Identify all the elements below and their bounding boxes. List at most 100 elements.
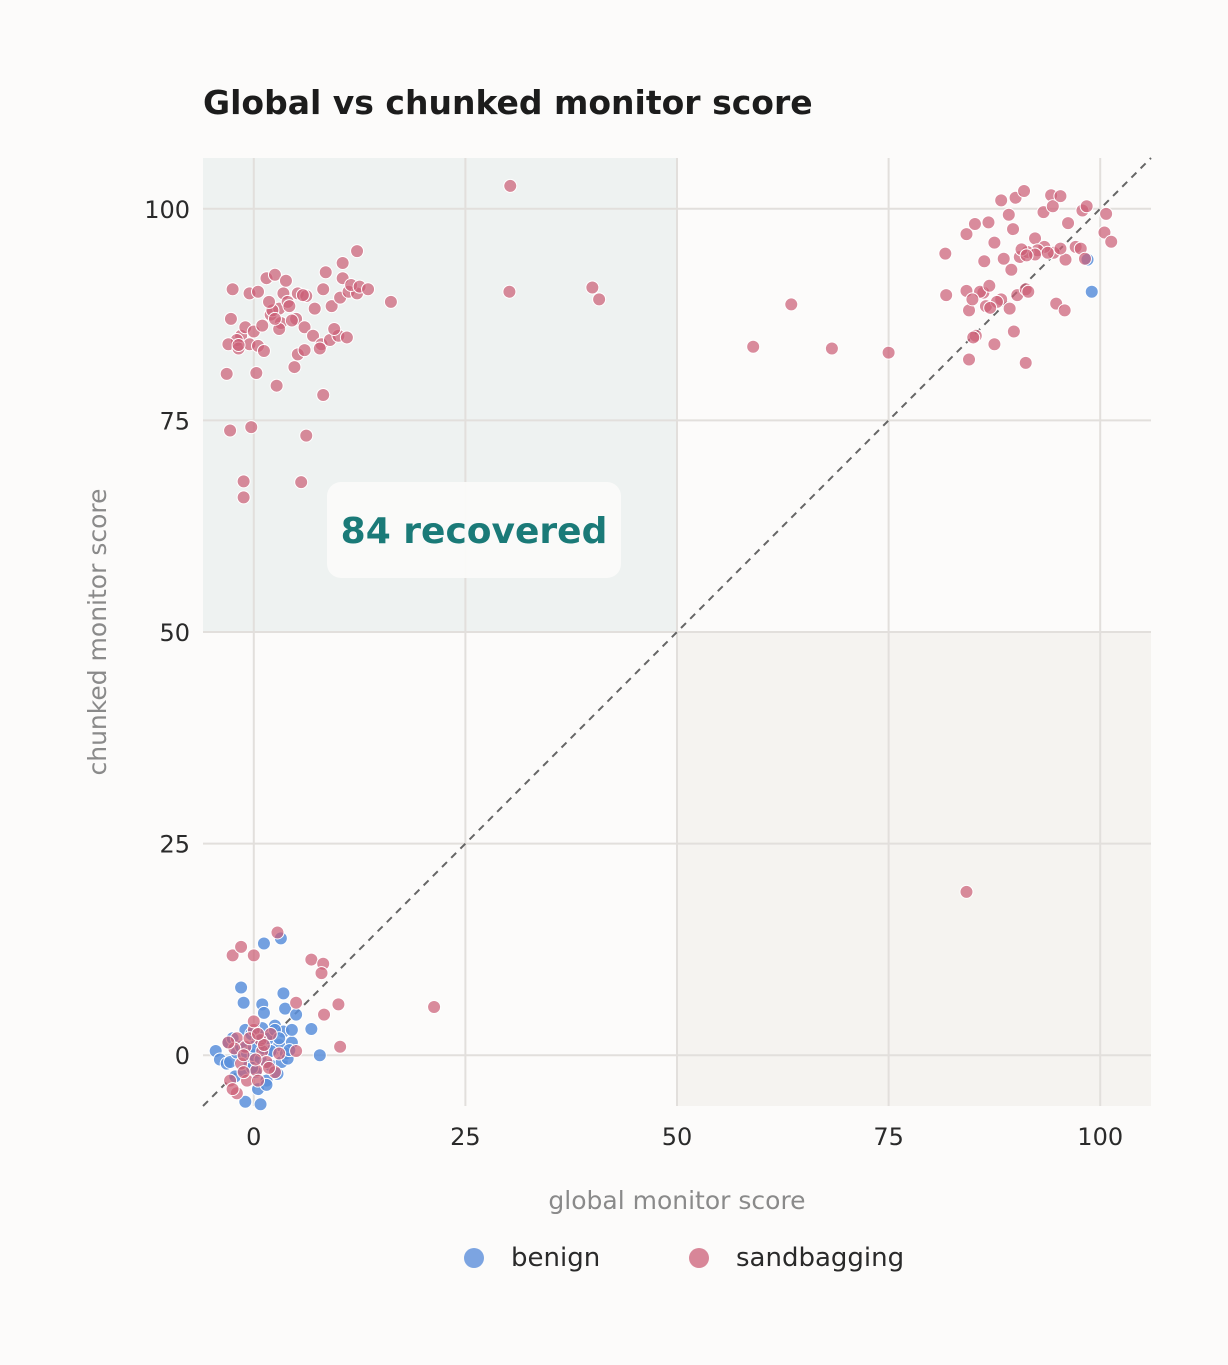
- point-sandbagging: [324, 299, 339, 314]
- point-benign: [276, 986, 291, 1001]
- point-sandbagging: [427, 999, 442, 1014]
- y-axis-label: chunked monitor score: [83, 489, 112, 776]
- point-sandbagging: [983, 300, 998, 315]
- point-sandbagging: [1006, 324, 1021, 339]
- point-sandbagging: [1097, 225, 1112, 240]
- annotation-box: [327, 482, 621, 578]
- point-sandbagging: [592, 292, 607, 307]
- legend-label-benign: benign: [511, 1243, 600, 1273]
- point-sandbagging: [234, 939, 249, 954]
- x-tick-label: 25: [450, 1123, 481, 1151]
- point-benign: [284, 1022, 299, 1037]
- point-sandbagging: [219, 366, 234, 381]
- plot-area: [202, 157, 1152, 1112]
- annotation: 84 recovered: [327, 482, 621, 578]
- y-tick-label: 75: [159, 407, 190, 435]
- point-sandbagging: [248, 1052, 263, 1067]
- point-sandbagging: [267, 311, 282, 326]
- y-tick-label: 50: [159, 619, 190, 647]
- annotation-text: 84 recovered: [341, 511, 608, 552]
- point-benign: [253, 1097, 268, 1112]
- point-sandbagging: [317, 1007, 332, 1022]
- point-sandbagging: [1077, 251, 1092, 266]
- point-sandbagging: [383, 294, 398, 309]
- point-sandbagging: [1053, 241, 1068, 256]
- point-sandbagging: [294, 475, 309, 490]
- point-sandbagging: [318, 265, 333, 280]
- point-sandbagging: [251, 284, 266, 299]
- point-sandbagging: [1004, 262, 1019, 277]
- point-benign: [256, 1005, 271, 1020]
- point-sandbagging: [331, 997, 346, 1012]
- point-sandbagging: [236, 490, 251, 505]
- point-benign: [236, 995, 251, 1010]
- point-sandbagging: [1002, 301, 1017, 316]
- x-tick-label: 50: [662, 1123, 693, 1151]
- x-tick-label: 0: [246, 1123, 261, 1151]
- point-sandbagging: [881, 345, 896, 360]
- lower-right-region: [677, 632, 1151, 1106]
- point-sandbagging: [316, 282, 331, 297]
- point-benign: [234, 980, 249, 995]
- point-sandbagging: [1061, 216, 1076, 231]
- point-sandbagging: [289, 1043, 304, 1058]
- point-benign: [278, 1001, 293, 1016]
- point-sandbagging: [244, 420, 259, 435]
- point-sandbagging: [251, 1073, 266, 1088]
- point-sandbagging: [938, 246, 953, 261]
- point-sandbagging: [987, 235, 1002, 250]
- legend: benign sandbagging: [464, 1243, 904, 1273]
- point-sandbagging: [299, 428, 314, 443]
- legend-marker-benign: [464, 1248, 484, 1268]
- chart-title: Global vs chunked monitor score: [203, 83, 813, 122]
- point-sandbagging: [282, 299, 297, 314]
- point-sandbagging: [746, 339, 761, 354]
- point-sandbagging: [278, 273, 293, 288]
- point-sandbagging: [824, 341, 839, 356]
- point-sandbagging: [306, 328, 321, 343]
- point-sandbagging: [502, 284, 517, 299]
- point-sandbagging: [295, 288, 310, 303]
- grid-lines: [203, 158, 1151, 1106]
- point-sandbagging: [965, 292, 980, 307]
- point-sandbagging: [1019, 248, 1034, 263]
- point-sandbagging: [967, 217, 982, 232]
- point-sandbagging: [221, 1035, 236, 1050]
- y-axis-ticks: 0 25 50 75 100: [144, 196, 190, 1070]
- point-sandbagging: [225, 282, 240, 297]
- point-sandbagging: [977, 254, 992, 269]
- point-sandbagging: [231, 338, 246, 353]
- point-sandbagging: [225, 1082, 240, 1097]
- point-sandbagging: [297, 343, 312, 358]
- point-sandbagging: [314, 966, 329, 981]
- point-sandbagging: [246, 948, 261, 963]
- point-sandbagging: [327, 321, 342, 336]
- point-sandbagging: [361, 282, 376, 297]
- x-tick-label: 100: [1077, 1123, 1123, 1151]
- point-sandbagging: [981, 215, 996, 230]
- x-tick-label: 75: [873, 1123, 904, 1151]
- point-sandbagging: [316, 388, 331, 402]
- point-sandbagging: [959, 884, 974, 899]
- x-axis-label: global monitor score: [548, 1186, 805, 1215]
- y-tick-label: 100: [144, 196, 190, 224]
- point-benign: [256, 936, 271, 951]
- point-benign: [1084, 284, 1099, 299]
- point-sandbagging: [249, 365, 264, 380]
- point-benign: [312, 1048, 327, 1063]
- point-benign: [304, 1021, 319, 1036]
- point-sandbagging: [982, 278, 997, 293]
- point-sandbagging: [270, 925, 285, 940]
- point-sandbagging: [267, 267, 282, 282]
- point-sandbagging: [585, 280, 600, 295]
- point-sandbagging: [994, 193, 1009, 208]
- point-sandbagging: [335, 255, 350, 270]
- point-sandbagging: [1057, 303, 1072, 318]
- point-sandbagging: [1079, 199, 1094, 214]
- point-sandbagging: [262, 294, 277, 309]
- x-axis-ticks: 0 25 50 75 100: [246, 1123, 1123, 1151]
- point-sandbagging: [236, 1048, 251, 1063]
- point-sandbagging: [304, 952, 319, 967]
- point-sandbagging: [256, 343, 271, 358]
